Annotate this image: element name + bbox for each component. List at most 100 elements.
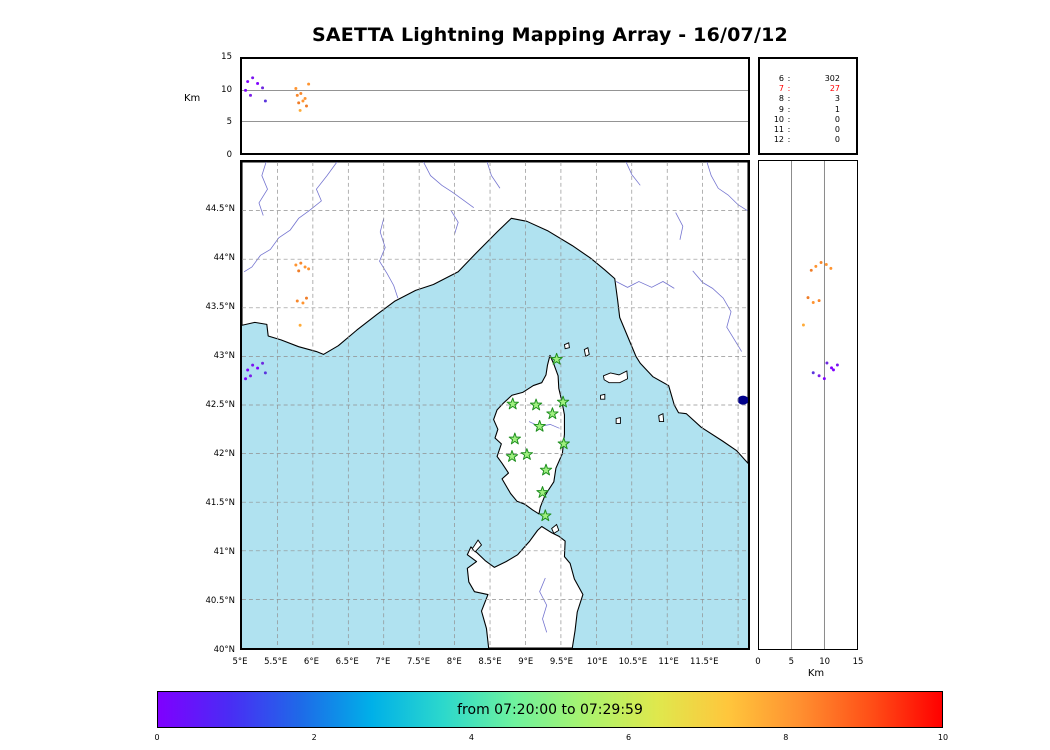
station-count-key: 6 (778, 74, 784, 83)
station-count-row: 6: 302 (760, 74, 856, 84)
longitude-tick-label: 7°E (375, 657, 391, 667)
station-count-row: 8: 3 (760, 94, 856, 104)
longitude-tick-label: 11°E (658, 657, 679, 667)
river (675, 212, 684, 240)
coastline (466, 525, 584, 648)
station-count-value: 0 (834, 125, 840, 135)
station-marker (539, 463, 553, 476)
station-count-key: 11 (773, 125, 784, 135)
island-coastline (615, 417, 621, 424)
map-svg (242, 162, 748, 648)
lightning-source-point (294, 87, 298, 90)
lightning-source-point (251, 76, 255, 80)
lightning-source-point (814, 264, 818, 268)
km-xtick-label: 5 (788, 657, 795, 667)
lightning-source-point (263, 99, 267, 103)
river (615, 281, 675, 289)
longitude-tick-label: 8°E (446, 657, 462, 667)
altitude-axis-label: Km (184, 93, 201, 104)
lightning-source-point (801, 323, 805, 327)
station-count-row: 12: 0 (760, 135, 856, 145)
station-count-value: 0 (834, 114, 840, 124)
latitude-tick-label: 43.5°N (205, 302, 235, 312)
station-count-colon: : (787, 84, 791, 94)
lightning-source-point (263, 371, 267, 375)
lightning-source-point (305, 104, 308, 108)
island-coastline (583, 346, 590, 358)
river (692, 270, 742, 352)
lightning-source-point (297, 101, 301, 105)
river (706, 162, 748, 211)
station-marker (536, 486, 549, 498)
km-xtick-label: 0 (755, 657, 761, 667)
colorbar-tick-label: 10 (937, 733, 949, 742)
island-coastline (551, 523, 560, 534)
station-count-value: 1 (834, 104, 840, 114)
lightning-source-point (249, 374, 252, 378)
longitude-tick-label: 5°E (232, 657, 248, 667)
river (379, 218, 399, 299)
latitude-tick-label: 44°N (213, 253, 235, 263)
station-count-row: 10: 0 (760, 115, 856, 125)
lightning-source-point (261, 361, 265, 365)
latitude-tick-label: 40°N (213, 645, 235, 655)
station-count-key: 7 (778, 84, 784, 94)
station-count-colon: : (787, 135, 791, 145)
station-count-value: 27 (829, 84, 840, 94)
station-count-key: 9 (778, 104, 784, 114)
lightning-source-point (297, 269, 301, 273)
station-count-key: 12 (773, 135, 784, 145)
lightning-source-point (244, 377, 248, 381)
station-marker (539, 509, 552, 522)
station-marker (520, 448, 533, 460)
river (450, 210, 459, 235)
lightning-source-point (298, 323, 302, 327)
lightning-source-point (811, 371, 815, 375)
station-count-colon: : (787, 114, 791, 124)
figure-title: SAETTA Lightning Mapping Array - 16/07/1… (312, 24, 788, 46)
lightning-source-point (307, 82, 311, 86)
latitude-tick-label: 43°N (213, 351, 235, 361)
lightning-source-point (817, 374, 821, 378)
lightning-source-point (829, 266, 833, 270)
station-marker (557, 437, 570, 450)
lightning-source-point (246, 80, 250, 83)
longitude-tick-label: 5.5°E (264, 657, 288, 667)
lightning-source-point (824, 262, 828, 266)
station-count-row: 9: 1 (760, 105, 856, 115)
km-axis-label: Km (807, 668, 825, 679)
lightning-source-point (830, 366, 833, 370)
lightning-source-point (294, 263, 298, 267)
lightning-source-point (817, 299, 821, 303)
station-marker (505, 450, 519, 462)
river (243, 162, 338, 273)
island-coastline (658, 413, 665, 423)
altitude-ytick-label: 0 (226, 150, 232, 160)
colorbar-tick-label: 4 (468, 733, 474, 742)
station-marker (533, 419, 546, 432)
lightning-source-point (246, 368, 250, 372)
colorbar-tick-label: 6 (626, 733, 632, 742)
lightning-source-point (301, 99, 305, 103)
lightning-source-point (251, 363, 255, 367)
station-marker (550, 352, 563, 365)
station-count-row: 7: 27 (760, 84, 856, 94)
latitude-tick-label: 41°N (213, 547, 235, 557)
lightning-source-point (809, 268, 813, 272)
altitude-longitude-panel (240, 57, 750, 155)
station-count-colon: : (787, 74, 791, 83)
lightning-source-point (249, 93, 252, 97)
colorbar: from 07:20:00 to 07:29:59 (157, 691, 943, 728)
altitude-ytick-label: 10 (221, 84, 232, 95)
longitude-tick-label: 10°E (586, 657, 608, 667)
coastline (493, 354, 565, 515)
island-coastline (602, 370, 629, 384)
latitude-tick-label: 44.5°N (205, 204, 235, 214)
lightning-source-point (307, 267, 311, 271)
station-marker (529, 398, 543, 411)
altitude-latitude-scatter (791, 161, 839, 649)
island-coastline (563, 342, 570, 350)
island-coastline (600, 393, 606, 400)
station-count-panel: 6: 302 7: 27 8: 3 9: 1 10: 0 11: 0 12: 0 (758, 57, 858, 155)
